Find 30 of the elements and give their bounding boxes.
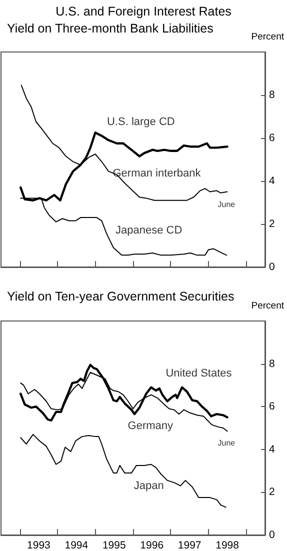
y-tick-label: 4 <box>269 443 275 456</box>
y-tick-label: 6 <box>269 132 275 144</box>
y-tick-label: 4 <box>269 175 275 187</box>
x-tick-label: 1994 <box>64 540 88 551</box>
y-axis-title: Percent <box>251 300 284 312</box>
series-label: Germany <box>128 420 174 432</box>
y-tick-label: 0 <box>269 529 275 541</box>
series-label: Japan <box>134 480 164 492</box>
chart-title: U.S. and Foreign Interest Rates <box>56 4 232 18</box>
y-axis-title: Percent <box>251 32 284 42</box>
line-series <box>20 84 228 201</box>
x-tick-label: 1993 <box>27 540 51 551</box>
series-label: U.S. large CD <box>106 116 175 128</box>
y-tick-label: 2 <box>269 486 275 498</box>
series-label: United States <box>166 367 232 380</box>
series-label: German interbank <box>112 167 202 180</box>
series-label: Japanese CD <box>116 224 182 236</box>
x-tick-label: 1997 <box>178 540 202 551</box>
annotation: June <box>218 438 236 448</box>
y-tick-label: 8 <box>269 89 275 101</box>
chart-subtitle: Yield on Three-month Bank Liabilities <box>7 22 214 36</box>
x-tick-label: 1998 <box>216 540 240 551</box>
chart-title: Yield on Ten-year Government Securities <box>7 290 234 304</box>
y-tick-label: 6 <box>269 400 275 413</box>
y-tick-label: 0 <box>269 261 275 273</box>
annotation: June <box>218 200 236 210</box>
y-tick-label: 8 <box>269 358 275 370</box>
x-tick-label: 1996 <box>140 540 164 551</box>
x-tick-label: 1995 <box>102 540 126 551</box>
y-tick-label: 2 <box>269 218 275 230</box>
